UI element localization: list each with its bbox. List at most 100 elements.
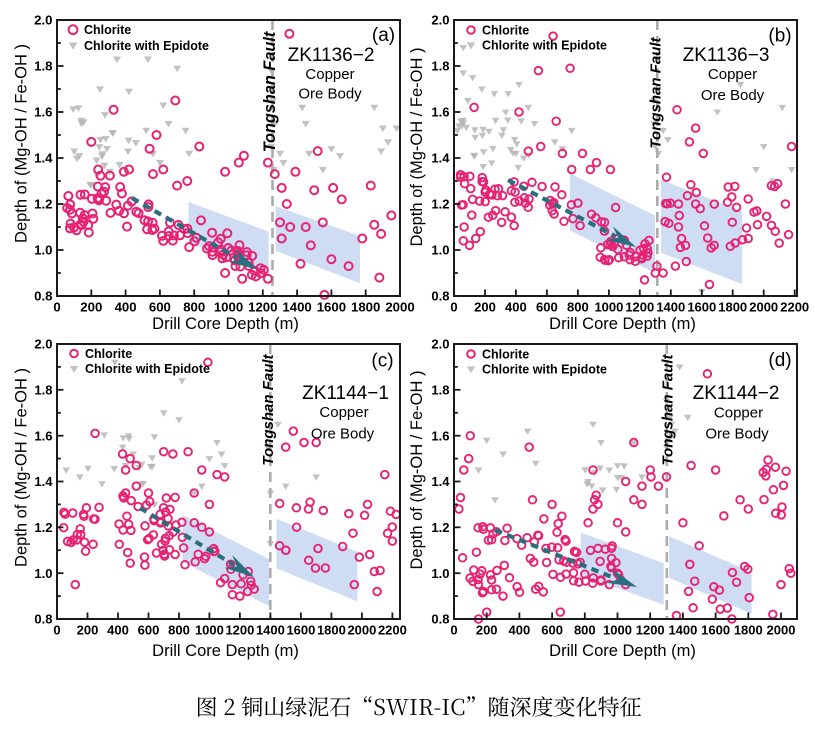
svg-text:Copper: Copper [319,404,368,421]
svg-text:2.0: 2.0 [34,337,52,352]
svg-text:600: 600 [541,623,563,638]
svg-text:1200: 1200 [625,300,654,315]
svg-text:Copper: Copper [708,66,757,83]
svg-text:1.4: 1.4 [431,474,450,489]
svg-text:1400: 1400 [256,623,285,638]
svg-text:0.8: 0.8 [34,612,52,627]
svg-text:Chlorite with Epidote: Chlorite with Epidote [482,39,607,53]
svg-text:2000: 2000 [347,623,376,638]
svg-text:0: 0 [450,623,457,638]
svg-text:1.2: 1.2 [34,520,52,535]
svg-text:Chlorite with Epidote: Chlorite with Epidote [85,362,210,376]
svg-text:Chlorite with Epidote: Chlorite with Epidote [84,39,209,53]
svg-text:1.6: 1.6 [431,428,449,443]
svg-text:1600: 1600 [687,300,716,315]
svg-text:600: 600 [536,300,558,315]
svg-text:0: 0 [53,623,60,638]
svg-text:1200: 1200 [225,623,254,638]
svg-text:1.2: 1.2 [431,520,449,535]
svg-text:800: 800 [168,623,190,638]
svg-text:2000: 2000 [385,300,414,315]
svg-text:400: 400 [115,300,137,315]
svg-text:1200: 1200 [248,300,277,315]
svg-text:Ore Body: Ore Body [311,426,375,443]
svg-text:Tongshan Fault: Tongshan Fault [260,353,277,465]
svg-text:Copper: Copper [305,66,354,83]
svg-text:2.0: 2.0 [431,337,449,352]
svg-text:(a): (a) [372,25,395,46]
svg-text:1400: 1400 [656,300,685,315]
svg-text:Ore Body: Ore Body [298,86,362,103]
svg-text:Drill Core Depth (m): Drill Core Depth (m) [152,642,299,660]
svg-text:1.4: 1.4 [34,151,53,166]
svg-text:1200: 1200 [636,623,665,638]
svg-text:200: 200 [77,623,99,638]
svg-text:Depth of (Mg-OH / Fe-OH ): Depth of (Mg-OH / Fe-OH ) [13,44,31,243]
svg-text:Tongshan Fault: Tongshan Fault [261,31,279,152]
svg-text:1.6: 1.6 [34,105,52,120]
svg-text:1.2: 1.2 [34,197,52,212]
svg-text:800: 800 [183,300,205,315]
svg-text:400: 400 [509,623,531,638]
svg-text:1.8: 1.8 [34,383,52,398]
svg-text:1.8: 1.8 [34,59,52,74]
svg-text:Chlorite: Chlorite [85,347,132,361]
svg-text:1.0: 1.0 [431,566,449,581]
svg-text:1600: 1600 [317,300,346,315]
svg-text:(b): (b) [768,26,791,47]
svg-text:1.8: 1.8 [431,59,449,74]
svg-text:Ore Body: Ore Body [701,87,765,104]
svg-text:1.6: 1.6 [431,105,449,120]
svg-text:200: 200 [476,623,498,638]
svg-text:Drill Core Depth (m): Drill Core Depth (m) [549,315,696,333]
svg-text:Tongshan Fault: Tongshan Fault [660,353,677,465]
svg-text:Depth of (Mg-OH / Fe-OH ): Depth of (Mg-OH / Fe-OH ) [13,368,31,567]
svg-text:1000: 1000 [594,300,623,315]
svg-text:1000: 1000 [214,300,243,315]
svg-text:Chlorite: Chlorite [84,23,131,37]
svg-text:800: 800 [567,300,589,315]
svg-text:2200: 2200 [780,300,809,315]
svg-text:0.8: 0.8 [431,612,449,627]
svg-text:1.0: 1.0 [34,566,52,581]
svg-text:1.0: 1.0 [34,243,52,258]
svg-text:Copper: Copper [714,405,763,422]
svg-text:200: 200 [80,300,102,315]
svg-text:1800: 1800 [718,300,747,315]
svg-text:Drill Core Depth (m): Drill Core Depth (m) [549,642,696,660]
svg-text:400: 400 [505,300,527,315]
svg-text:1800: 1800 [734,623,763,638]
svg-text:600: 600 [149,300,171,315]
svg-text:(c): (c) [371,351,393,372]
svg-text:1.4: 1.4 [34,474,53,489]
svg-text:1.2: 1.2 [431,197,449,212]
svg-text:2.0: 2.0 [431,13,449,28]
svg-text:Depth of (Mg-OH / Fe-OH ): Depth of (Mg-OH / Fe-OH ) [408,48,426,247]
svg-text:0: 0 [450,300,457,315]
svg-text:2000: 2000 [749,300,778,315]
svg-text:ZK1136−3: ZK1136−3 [683,45,770,66]
svg-text:1000: 1000 [603,623,632,638]
svg-text:1600: 1600 [286,623,315,638]
svg-text:2200: 2200 [378,623,407,638]
svg-text:2.0: 2.0 [34,13,52,28]
svg-text:0: 0 [53,300,60,315]
svg-text:400: 400 [107,623,129,638]
svg-text:1400: 1400 [282,300,311,315]
svg-text:Tongshan Fault: Tongshan Fault [648,36,665,148]
svg-text:Chlorite: Chlorite [482,24,529,38]
svg-text:(d): (d) [768,350,791,371]
svg-text:1000: 1000 [195,623,224,638]
svg-text:Drill Core Depth (m): Drill Core Depth (m) [152,315,299,333]
svg-text:ZK1144−1: ZK1144−1 [302,383,389,404]
svg-text:ZK1136−2: ZK1136−2 [288,45,375,66]
svg-text:1.6: 1.6 [34,428,52,443]
svg-text:Chlorite: Chlorite [482,348,529,362]
svg-text:Chlorite with Epidote: Chlorite with Epidote [482,363,607,377]
svg-text:1400: 1400 [668,623,697,638]
svg-text:0.8: 0.8 [431,289,449,304]
svg-text:ZK1144−2: ZK1144−2 [693,383,780,404]
svg-text:1800: 1800 [317,623,346,638]
svg-text:0.8: 0.8 [34,289,52,304]
svg-text:1.8: 1.8 [431,383,449,398]
